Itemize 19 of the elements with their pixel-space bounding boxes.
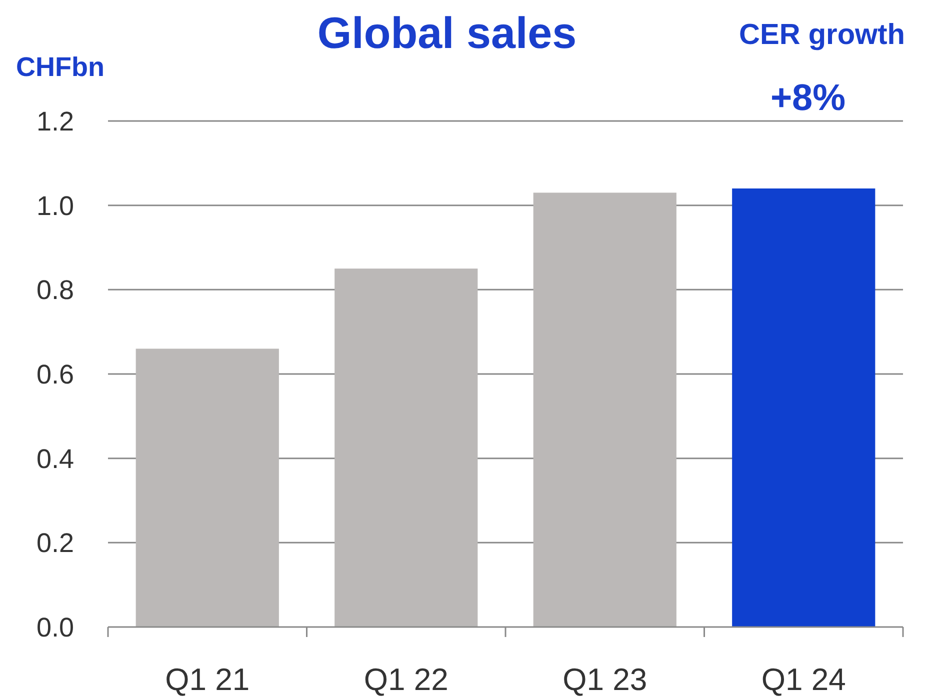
x-tick-label: Q1 24	[761, 662, 846, 697]
text: CER growth	[739, 19, 905, 51]
chart-title: Global sales	[317, 9, 577, 58]
bar	[334, 268, 478, 627]
y-tick-label: 1.0	[36, 190, 74, 221]
text: +8%	[770, 77, 846, 118]
y-tick-label: 0.0	[36, 612, 74, 642]
x-tick-label: Q1 23	[562, 662, 648, 697]
y-tick-label: 0.8	[36, 275, 74, 306]
y-axis-title: CHFbn	[16, 52, 104, 82]
y-tick-label: 1.2	[36, 106, 74, 136]
y-tick-label: 0.6	[36, 359, 74, 390]
y-tick-label: 0.4	[36, 444, 74, 474]
bar	[533, 192, 676, 627]
bar	[732, 188, 876, 627]
y-tick-label: 0.2	[36, 528, 74, 558]
x-tick-label: Q1 21	[165, 662, 250, 697]
bar	[136, 348, 279, 627]
x-tick-label: Q1 22	[364, 662, 448, 697]
